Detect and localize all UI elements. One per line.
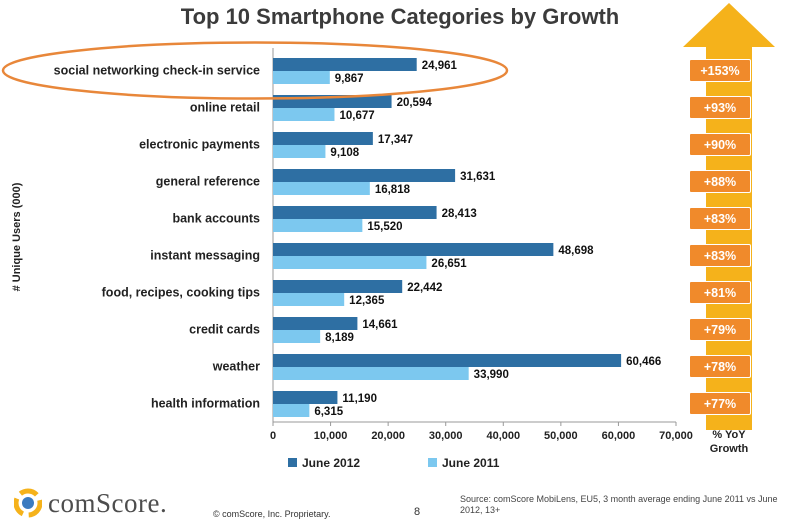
bar-june-2012 (273, 132, 373, 145)
x-tick-label: 10,000 (314, 430, 348, 442)
growth-value: +88% (704, 175, 736, 189)
growth-value: +153% (700, 64, 739, 78)
copyright: © comScore, Inc. Proprietary. (213, 509, 331, 519)
growth-box (690, 356, 750, 377)
bar-june-2012 (273, 58, 417, 71)
growth-value: +83% (704, 249, 736, 263)
bar-june-2011 (273, 145, 326, 158)
category-label: credit cards (189, 323, 260, 337)
x-tick-label: 30,000 (429, 430, 463, 442)
legend-label: June 2012 (302, 456, 360, 470)
brand-name: comScore. (48, 487, 168, 518)
x-tick-label: 20,000 (371, 430, 405, 442)
bar-value-label: 14,661 (362, 319, 398, 331)
bar-june-2012 (273, 243, 554, 256)
bar-value-label: 26,651 (431, 258, 467, 270)
bar-june-2012 (273, 354, 622, 367)
bar-value-label: 12,365 (349, 295, 385, 307)
bar-june-2011 (273, 71, 330, 84)
category-label: bank accounts (172, 212, 260, 226)
growth-box (690, 282, 750, 303)
growth-value: +83% (704, 212, 736, 226)
bar-value-label: 33,990 (474, 369, 509, 381)
bar-june-2012 (273, 391, 338, 404)
bar-june-2011 (273, 367, 469, 380)
growth-label-line2: Growth (710, 443, 749, 455)
x-tick-label: 50,000 (544, 430, 578, 442)
growth-value: +77% (704, 397, 736, 411)
growth-box (690, 97, 750, 118)
category-label: electronic payments (139, 138, 260, 152)
bar-value-label: 8,189 (325, 332, 354, 344)
bar-june-2012 (273, 317, 358, 330)
growth-box (690, 319, 750, 340)
x-tick-label: 60,000 (602, 430, 636, 442)
legend-swatch (288, 458, 297, 467)
bar-value-label: 9,108 (330, 147, 359, 159)
bar-value-label: 15,520 (367, 221, 402, 233)
x-tick-label: 70,000 (659, 430, 693, 442)
bar-june-2011 (273, 256, 427, 269)
bar-value-label: 6,315 (314, 406, 343, 418)
growth-value: +81% (704, 286, 736, 300)
legend-swatch (428, 458, 437, 467)
highlight-ellipse (1, 41, 509, 100)
legend-label: June 2011 (442, 456, 500, 470)
category-label: food, recipes, cooking tips (102, 286, 260, 300)
bar-june-2011 (273, 108, 335, 121)
chart-title: Top 10 Smartphone Categories by Growth (180, 4, 620, 29)
bar-june-2011 (273, 330, 321, 343)
category-label: online retail (190, 101, 260, 115)
bar-june-2011 (273, 219, 363, 232)
growth-label-line1: % YoY (712, 429, 746, 441)
bar-value-label: 9,867 (335, 73, 364, 85)
bar-value-label: 60,466 (626, 356, 661, 368)
bar-value-label: 20,594 (397, 97, 433, 109)
bar-value-label: 31,631 (460, 171, 496, 183)
growth-value: +93% (704, 101, 736, 115)
page-number: 8 (414, 506, 421, 518)
growth-box (690, 171, 750, 192)
bar-value-label: 22,442 (407, 282, 442, 294)
x-tick-label: 0 (270, 430, 276, 442)
comscore-logo-icon (14, 488, 42, 518)
comscore-logo: comScore. (14, 486, 167, 520)
growth-box (690, 245, 750, 266)
growth-box (690, 393, 750, 414)
category-label: general reference (156, 175, 260, 189)
category-label: instant messaging (150, 249, 260, 263)
growth-box (690, 60, 750, 81)
bar-value-label: 48,698 (558, 245, 594, 257)
category-label: weather (212, 360, 260, 374)
bar-june-2012 (273, 169, 456, 182)
bar-value-label: 11,190 (342, 393, 377, 405)
bar-june-2012 (273, 206, 437, 219)
bar-june-2011 (273, 293, 345, 306)
y-axis-title: # Unique Users (000) (11, 182, 23, 291)
category-label: health information (151, 397, 260, 411)
growth-box (690, 134, 750, 155)
bar-june-2011 (273, 404, 310, 417)
bar-june-2011 (273, 182, 370, 195)
bar-value-label: 16,818 (375, 184, 411, 196)
bar-value-label: 24,961 (422, 60, 458, 72)
x-tick-label: 40,000 (486, 430, 520, 442)
bar-value-label: 28,413 (442, 208, 477, 220)
growth-value: +90% (704, 138, 736, 152)
growth-value: +78% (704, 360, 736, 374)
bar-value-label: 10,677 (339, 110, 374, 122)
category-label: social networking check-in service (54, 64, 260, 78)
bar-value-label: 17,347 (378, 134, 413, 146)
source-note: Source: comScore MobiLens, EU5, 3 month … (460, 494, 778, 515)
growth-box (690, 208, 750, 229)
growth-value: +79% (704, 323, 736, 337)
bar-june-2012 (273, 280, 403, 293)
